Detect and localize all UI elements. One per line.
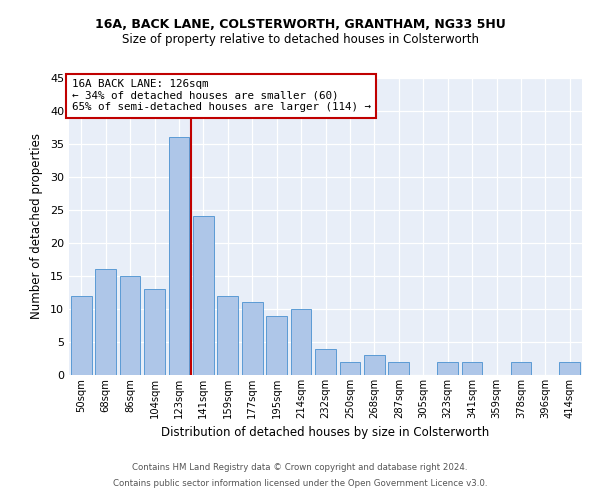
Text: Contains HM Land Registry data © Crown copyright and database right 2024.: Contains HM Land Registry data © Crown c…: [132, 464, 468, 472]
Bar: [119, 276, 140, 375]
Bar: [290, 309, 311, 375]
Bar: [217, 296, 238, 375]
Bar: [144, 289, 165, 375]
Bar: [340, 362, 361, 375]
Bar: [461, 362, 482, 375]
Text: Contains public sector information licensed under the Open Government Licence v3: Contains public sector information licen…: [113, 478, 487, 488]
Text: Size of property relative to detached houses in Colsterworth: Size of property relative to detached ho…: [121, 32, 479, 46]
Bar: [511, 362, 532, 375]
Bar: [559, 362, 580, 375]
Bar: [388, 362, 409, 375]
X-axis label: Distribution of detached houses by size in Colsterworth: Distribution of detached houses by size …: [161, 426, 490, 440]
Y-axis label: Number of detached properties: Number of detached properties: [30, 133, 43, 320]
Bar: [193, 216, 214, 375]
Bar: [169, 137, 190, 375]
Bar: [315, 348, 336, 375]
Bar: [95, 269, 116, 375]
Bar: [242, 302, 263, 375]
Bar: [437, 362, 458, 375]
Text: 16A BACK LANE: 126sqm
← 34% of detached houses are smaller (60)
65% of semi-deta: 16A BACK LANE: 126sqm ← 34% of detached …: [71, 79, 371, 112]
Bar: [364, 355, 385, 375]
Bar: [71, 296, 92, 375]
Text: 16A, BACK LANE, COLSTERWORTH, GRANTHAM, NG33 5HU: 16A, BACK LANE, COLSTERWORTH, GRANTHAM, …: [95, 18, 505, 30]
Bar: [266, 316, 287, 375]
